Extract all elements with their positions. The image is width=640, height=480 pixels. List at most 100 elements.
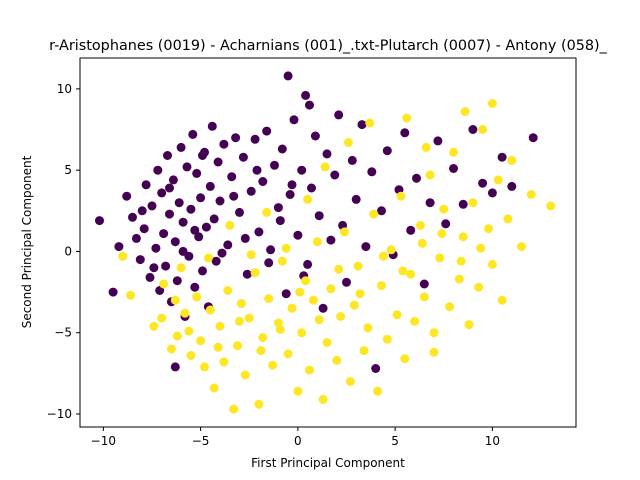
data-point-s0-47 [227, 172, 237, 182]
x-tick-label: −10 [91, 434, 116, 448]
data-point-s1-10 [196, 336, 206, 346]
data-point-s0-92 [425, 198, 435, 208]
data-point-s1-104 [334, 264, 344, 274]
y-axis-label: Second Principal Component [20, 155, 34, 328]
data-point-s0-64 [293, 230, 303, 240]
data-point-s0-112 [217, 248, 227, 258]
data-point-s0-40 [207, 121, 217, 131]
data-point-s0-5 [131, 233, 141, 243]
data-point-s0-29 [186, 204, 196, 214]
data-point-s0-39 [205, 181, 215, 191]
data-point-s0-109 [165, 183, 174, 193]
plot-frame [79, 57, 577, 428]
data-point-s1-72 [484, 224, 493, 234]
data-point-s1-101 [275, 325, 285, 334]
data-point-s1-31 [293, 386, 303, 396]
data-point-s1-79 [526, 190, 536, 199]
data-point-s0-34 [196, 193, 206, 203]
data-point-s0-61 [281, 289, 291, 299]
data-point-s0-78 [347, 155, 357, 165]
data-point-s1-53 [392, 310, 402, 320]
data-point-s0-84 [377, 206, 386, 216]
data-point-s0-65 [297, 165, 307, 175]
data-point-s0-89 [406, 225, 416, 235]
data-point-s1-32 [297, 328, 307, 338]
data-point-s1-62 [435, 253, 445, 263]
data-point-s1-56 [406, 269, 416, 279]
data-point-s0-90 [412, 173, 421, 183]
data-point-s1-70 [474, 282, 484, 292]
data-point-s0-94 [441, 219, 451, 229]
data-point-s1-2 [149, 321, 159, 331]
data-point-s1-11 [200, 362, 209, 372]
data-point-s1-86 [262, 207, 272, 217]
x-tick-label: 5 [391, 434, 399, 448]
data-point-s0-53 [250, 134, 260, 144]
data-point-s0-24 [176, 142, 186, 152]
data-point-s0-45 [219, 139, 229, 149]
data-point-s1-46 [359, 346, 369, 356]
data-point-s0-7 [139, 224, 149, 234]
data-point-s0-69 [310, 131, 320, 141]
data-point-s1-96 [170, 295, 180, 305]
data-point-s1-106 [378, 251, 388, 261]
data-point-s1-47 [363, 323, 373, 333]
data-point-s0-22 [172, 276, 182, 286]
data-point-s0-91 [419, 279, 429, 289]
data-point-s0-83 [371, 364, 381, 373]
data-point-s0-37 [201, 222, 211, 232]
data-point-s0-110 [190, 225, 200, 235]
data-point-s1-87 [281, 243, 291, 253]
data-point-s1-43 [345, 377, 355, 386]
data-point-s0-74 [330, 170, 340, 180]
data-point-s0-9 [145, 272, 155, 282]
data-point-s0-118 [287, 180, 297, 190]
data-point-s0-60 [277, 144, 287, 154]
data-point-s0-63 [289, 115, 299, 125]
data-point-s0-55 [258, 177, 268, 186]
data-point-s0-54 [254, 227, 264, 237]
data-point-s0-70 [314, 211, 324, 221]
data-point-s1-37 [318, 394, 328, 404]
data-point-s0-85 [382, 146, 392, 156]
data-point-s0-21 [170, 237, 180, 247]
y-axis: −10 −5 0 5 10 [47, 82, 80, 421]
data-point-s0-44 [215, 196, 225, 206]
x-tick-label: −5 [192, 434, 210, 448]
data-point-s1-34 [305, 365, 314, 375]
data-point-s0-93 [433, 136, 443, 146]
data-point-s1-33 [301, 276, 311, 286]
data-point-s0-73 [326, 235, 336, 245]
data-points [95, 71, 556, 414]
data-point-s1-14 [215, 321, 225, 331]
data-point-s1-39 [326, 284, 336, 294]
data-point-s0-113 [229, 191, 239, 201]
data-point-s0-104 [305, 100, 314, 110]
data-point-s1-29 [283, 349, 293, 359]
data-point-s1-110 [456, 256, 466, 266]
data-point-s1-55 [400, 354, 410, 364]
data-point-s1-73 [487, 259, 497, 269]
data-point-s1-41 [336, 312, 346, 321]
data-point-s0-20 [168, 175, 178, 185]
data-point-s0-49 [235, 207, 244, 217]
data-point-s0-2 [114, 242, 124, 252]
data-point-s1-64 [445, 302, 455, 312]
data-point-s1-0 [118, 251, 128, 261]
data-point-s0-88 [400, 128, 410, 138]
data-point-s0-62 [285, 190, 295, 199]
y-tick-label: −10 [47, 407, 72, 421]
y-tick-label: 5 [64, 163, 72, 177]
data-point-s0-46 [223, 240, 233, 250]
data-point-s1-65 [449, 147, 458, 157]
data-point-s1-17 [229, 404, 239, 414]
data-point-s1-103 [314, 315, 324, 325]
data-point-s0-15 [159, 229, 169, 239]
data-point-s0-68 [307, 183, 316, 193]
data-point-s0-31 [190, 282, 200, 292]
data-point-s1-69 [468, 198, 478, 208]
data-point-s1-63 [439, 204, 449, 214]
data-point-s1-80 [546, 201, 556, 211]
data-point-s1-50 [377, 281, 386, 291]
data-point-s1-89 [320, 162, 330, 172]
